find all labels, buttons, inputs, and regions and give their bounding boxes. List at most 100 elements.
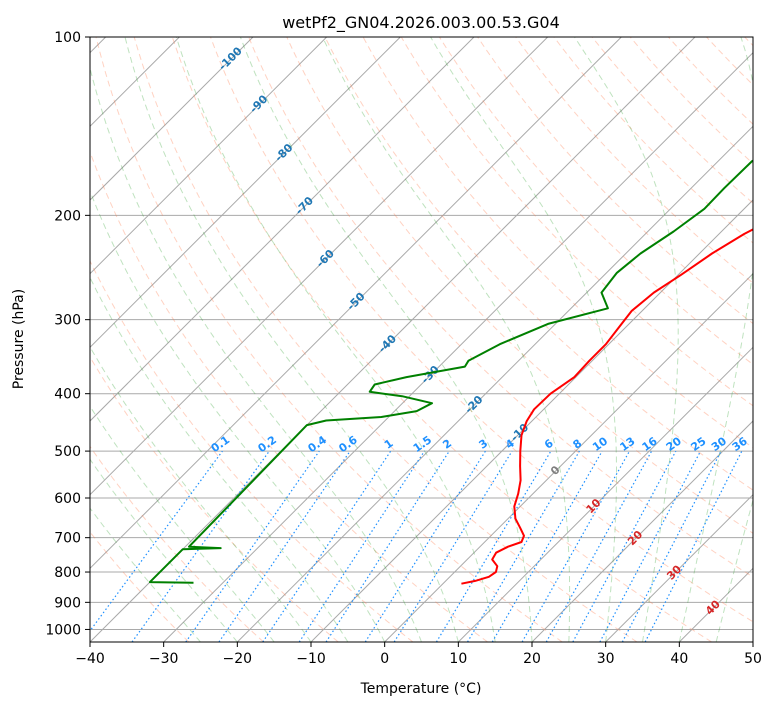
moist-adiabat [90, 345, 312, 642]
dry-adiabat [515, 37, 753, 284]
mixing-ratio-line [521, 450, 631, 642]
moist-adiabat [715, 498, 753, 642]
dewpoint-line [148, 159, 753, 584]
isotherm-line [90, 37, 254, 201]
dry-adiabat [553, 37, 753, 244]
dry-adiabat [248, 37, 753, 578]
mixing-ratio-line [298, 450, 425, 642]
skewed-isotherms [90, 37, 753, 642]
y-tick-label: 900 [54, 595, 81, 611]
chart-title: wetPf2_GN04.2026.003.00.53.G04 [282, 13, 560, 33]
isotherm-line [384, 272, 753, 642]
mixing-ratio-label: 0.1 [209, 433, 232, 455]
y-axis-label: Pressure (hPa) [11, 289, 27, 389]
isopleth-labels: 0.1 0.2 0.4 0.6 1 1.5 2 3 4 6 8 10 13 16 20 25 30 36-100-… [209, 44, 750, 617]
y-tick-label: 500 [54, 444, 81, 460]
isotherm-label: -40 [376, 332, 399, 355]
dry-adiabat [210, 37, 753, 623]
plot-frame [89, 36, 754, 643]
y-tick-label: 800 [54, 565, 81, 581]
y-tick-label: 1000 [45, 622, 81, 638]
mixing-ratio-label: 0.4 [306, 433, 330, 455]
mixing-ratio-label: 0.6 [336, 433, 360, 455]
moist-adiabat [90, 189, 386, 642]
dry-adiabats [90, 37, 753, 642]
isotherm-line [90, 37, 696, 642]
dry-adiabat [324, 37, 753, 491]
mixing-ratio-lines [90, 450, 743, 642]
y-tick-label: 300 [54, 313, 81, 329]
mixing-ratio-line [364, 450, 486, 642]
moist-adiabat [574, 37, 679, 642]
moist-adiabats [90, 37, 753, 642]
isotherm-line [678, 567, 753, 642]
mixing-ratio-line [393, 450, 513, 642]
isotherm-line [310, 199, 753, 642]
x-axis-label: Temperature (°C) [360, 681, 482, 697]
isotherm-line [236, 125, 753, 642]
moist-adiabat [90, 276, 349, 642]
isotherm-line [531, 420, 753, 642]
moist-adiabat [322, 37, 571, 642]
isotherm-line [90, 37, 475, 422]
dry-adiabat [438, 37, 753, 366]
mixing-ratio-label: 1.5 [411, 433, 434, 455]
dry-adiabat [133, 37, 638, 642]
moist-adiabat [678, 37, 753, 642]
isotherm-line [90, 37, 622, 570]
plot-area: 0.1 0.2 0.4 0.6 1 1.5 2 3 4 6 8 10 13 16 20 25 30 36-100-… [90, 37, 753, 642]
dry-adiabat [171, 37, 712, 642]
isotherm-label: -60 [314, 247, 337, 270]
isotherm-line [90, 37, 328, 275]
y-tick-label: 400 [54, 387, 81, 403]
x-tick-label: 30 [597, 651, 615, 667]
dry-adiabat [90, 259, 414, 642]
isotherm-label: -100 [216, 44, 245, 73]
mixing-ratio-line [435, 450, 552, 642]
dry-adiabat [90, 150, 488, 642]
y-tick-label: 100 [54, 30, 81, 46]
dry-adiabat [744, 37, 753, 47]
x-tick-label: 0 [380, 651, 389, 667]
dry-adiabat [90, 531, 190, 642]
dry-adiabat [668, 37, 753, 125]
isotherm-label: 40 [703, 597, 723, 617]
x-tick-label: 50 [744, 651, 762, 667]
mixing-ratio-line [545, 450, 653, 642]
isotherm-line [90, 37, 401, 349]
x-tick-label: 10 [449, 651, 467, 667]
moist-adiabat [90, 405, 275, 642]
temperature-line [461, 228, 753, 585]
isotherm-line [457, 346, 753, 642]
isotherm-label: -70 [293, 194, 316, 217]
x-tick-label: −20 [223, 651, 253, 667]
isotherm-line [605, 493, 753, 642]
axis-ticks: −40 −30 −20 −10 0 10 20 30 40 50 100 200 300 400 500 60… [45, 30, 762, 667]
isotherm-line [752, 641, 753, 642]
x-tick-label: −40 [75, 651, 105, 667]
dry-adiabat [706, 37, 753, 86]
y-tick-label: 200 [54, 208, 81, 224]
mixing-ratio-line [491, 450, 603, 642]
mixing-ratio-label: 2 [440, 437, 454, 452]
mixing-ratio-line [218, 450, 351, 642]
isotherm-label: -20 [462, 393, 485, 416]
dry-adiabat [90, 445, 264, 642]
dry-adiabat [286, 37, 753, 534]
x-tick-label: 20 [523, 651, 541, 667]
mixing-ratio-line [572, 450, 677, 642]
dry-adiabat [591, 37, 753, 204]
sounding-profiles [148, 159, 753, 585]
mixing-ratio-line [599, 450, 702, 642]
mixing-ratio-line [185, 450, 320, 642]
isotherm-line [90, 37, 549, 496]
horizontal-gridlines [90, 37, 753, 630]
moist-adiabat [90, 65, 422, 642]
x-tick-label: −30 [149, 651, 179, 667]
isotherm-label: -50 [344, 290, 367, 313]
dry-adiabat [90, 356, 339, 642]
moist-adiabat [175, 37, 496, 642]
moist-adiabat [124, 37, 459, 642]
moist-adiabat [239, 37, 533, 642]
isotherm-line [163, 51, 753, 642]
